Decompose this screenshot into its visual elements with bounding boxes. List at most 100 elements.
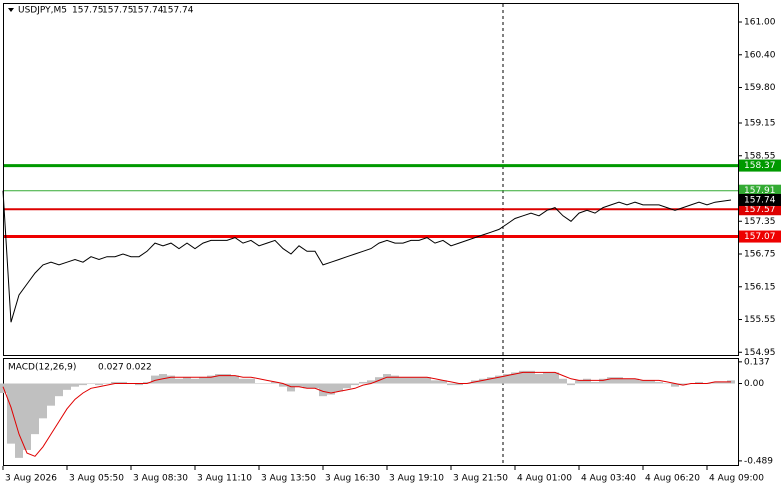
x-tick-label: 3 Aug 11:10 [197, 474, 252, 484]
y-tick-label: 0.137 [744, 357, 770, 367]
x-tick-label: 3 Aug 19:10 [389, 474, 444, 484]
macd-bar [119, 381, 127, 384]
macd-bar [111, 381, 119, 384]
macd-bar [407, 377, 415, 384]
macd-bar [63, 383, 71, 390]
y-tick-label: -0.489 [744, 456, 773, 466]
macd-bar [623, 378, 631, 384]
macd-bar [415, 377, 423, 384]
macd-bar [551, 372, 559, 384]
y-tick-label: 159.15 [744, 119, 776, 129]
macd-bar [47, 383, 55, 406]
macd-bar [511, 372, 519, 384]
macd-bar [167, 375, 175, 384]
macd-bar [567, 383, 575, 386]
macd-bar [599, 378, 607, 384]
x-tick-label: 3 Aug 13:50 [261, 474, 316, 484]
macd-bar [71, 383, 79, 387]
macd-bar [655, 381, 663, 384]
macd-bar [199, 377, 207, 384]
current-price-label: 157.74 [744, 195, 776, 205]
macd-bar [255, 383, 263, 385]
level-label: 157.57 [744, 205, 776, 215]
macd-bar [143, 381, 151, 384]
macd-bar [431, 380, 439, 384]
y-tick-label: 159.80 [744, 83, 776, 93]
level-label: 157.91 [744, 186, 776, 196]
y-tick-label: 155.55 [744, 315, 776, 325]
macd-bar [399, 377, 407, 384]
x-tick-label: 3 Aug 08:30 [133, 474, 188, 484]
macd-bar [447, 383, 455, 386]
macd-bar [359, 381, 367, 384]
x-tick-label: 4 Aug 01:00 [517, 474, 572, 484]
macd-bar [319, 383, 327, 397]
macd-bar [15, 383, 23, 458]
y-tick-label: 154.95 [744, 348, 776, 358]
macd-bar [695, 381, 703, 384]
macd-bar [55, 383, 63, 397]
menu-arrow [8, 8, 14, 12]
y-tick-label: 158.55 [744, 151, 776, 161]
macd-bar [7, 383, 15, 444]
macd-pane [3, 358, 739, 466]
macd-bar [295, 383, 303, 387]
x-tick-label: 3 Aug 2026 [5, 474, 57, 484]
macd-bar [327, 383, 335, 395]
macd-readout: 0.022 [126, 363, 152, 373]
level-label: 158.37 [744, 161, 776, 171]
macd-bar [679, 383, 687, 386]
x-tick-label: 4 Aug 09:00 [709, 474, 764, 484]
y-tick-label: 161.00 [744, 18, 776, 28]
macd-bar [231, 375, 239, 384]
macd-bar [23, 383, 31, 450]
macd-bar [519, 370, 527, 384]
macd-bar [135, 383, 143, 386]
macd-bar [383, 374, 391, 384]
macd-bar [439, 380, 447, 384]
macd-bar [351, 383, 359, 386]
x-tick-label: 3 Aug 05:50 [69, 474, 124, 484]
ohlc-value: 157.74 [132, 6, 164, 16]
price-line [2, 190, 732, 323]
main-pane [3, 3, 739, 356]
macd-bar [175, 378, 183, 384]
macd-bar [639, 380, 647, 384]
macd-bar [31, 383, 39, 435]
ohlc-value: 157.74 [162, 6, 194, 16]
signal-line [2, 371, 731, 457]
macd-bar [191, 378, 199, 384]
macd-bar [711, 381, 719, 384]
x-tick-label: 3 Aug 16:30 [325, 474, 380, 484]
macd-bar [279, 383, 287, 387]
macd-bar [535, 374, 543, 384]
macd-bar [151, 375, 159, 384]
macd-bar [487, 377, 495, 384]
macd-bar [87, 383, 95, 385]
ohlc-value: 157.75 [102, 6, 134, 16]
level-label-box [739, 159, 781, 172]
x-tick-label: 4 Aug 03:40 [581, 474, 636, 484]
macd-bar [527, 370, 535, 384]
current-price-box [739, 193, 781, 206]
macd-bar [39, 383, 47, 419]
macd-bar [607, 377, 615, 384]
y-tick-label: 156.15 [744, 282, 776, 292]
level-label-box [739, 184, 781, 197]
macd-bar [583, 378, 591, 384]
level-label: 157.07 [744, 232, 776, 242]
y-tick-label: 157.35 [744, 217, 776, 227]
macd-bar [647, 380, 655, 384]
level-label-box [739, 203, 781, 216]
macd-bar [335, 383, 343, 392]
macd-bar [263, 383, 271, 385]
macd-bar [719, 381, 727, 384]
macd-bar [575, 380, 583, 384]
y-tick-label: 0.00 [744, 379, 764, 389]
macd-bar [663, 383, 671, 385]
macd-bar [311, 383, 319, 389]
macd-bar [183, 377, 191, 384]
symbol-title: USDJPY,M5 [18, 6, 67, 16]
level-label-box [739, 230, 781, 243]
macd-bar [95, 383, 103, 386]
